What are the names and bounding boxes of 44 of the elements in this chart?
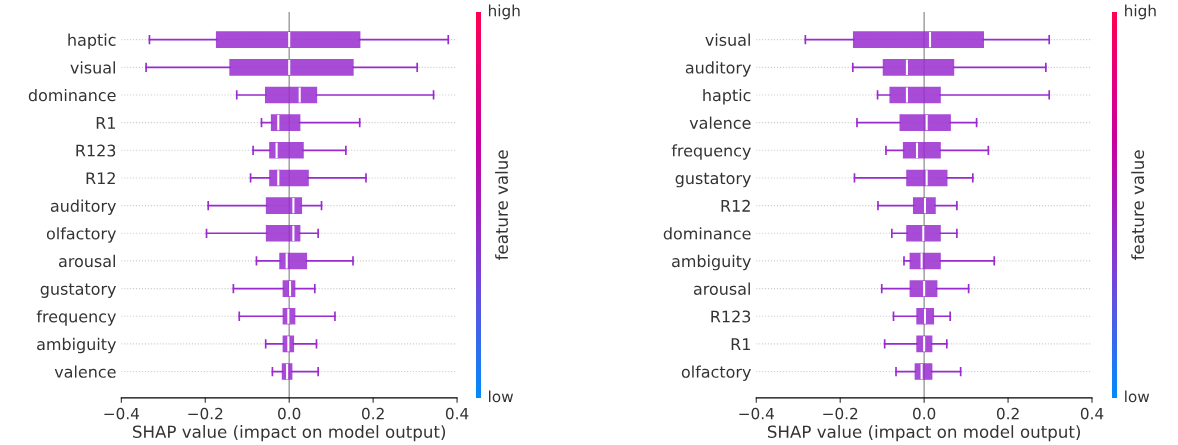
y-tick-label: valence [54,365,116,378]
text: high [488,4,520,20]
y-tick-label: R123 [76,144,116,157]
y-tick-label: haptic [68,33,116,50]
y-tick-label: R123 [711,310,751,323]
y-tick-label: ambiguity [37,337,116,354]
x-axis-title: SHAP value (impact on model output) [133,425,446,442]
text: high [1125,4,1156,20]
text: low [489,390,514,403]
color-bar-title: feature value [495,150,508,261]
x-tick-label: −0.4 [739,407,774,420]
y-tick-label: frequency [671,144,751,160]
x-axis-title: SHAP value (impact on model output) [767,425,1080,442]
y-tick-label: R12 [721,199,750,212]
x-tick-label: 0.4 [1080,407,1104,420]
y-tick-label: R1 [731,338,750,350]
y-tick-label: R12 [86,172,115,185]
y-tick-label: gustatory [40,283,116,298]
y-tick-label: olfactory [681,365,751,381]
x-tick-label: 0.2 [996,407,1019,420]
y-tick-label: arousal [59,254,115,268]
y-tick-label: haptic [703,88,751,105]
y-tick-label: valence [689,116,751,129]
y-tick-label: arousal [693,282,750,295]
x-tick-label: −0.4 [104,407,140,420]
x-tick-label: −0.2 [823,407,858,420]
y-tick-label: visual [705,33,750,46]
y-tick-label: olfactory [46,227,116,243]
y-tick-label: ambiguity [672,254,751,271]
y-tick-label: auditory [685,61,751,77]
y-tick-label: frequency [36,310,116,326]
x-tick-label: 0.0 [913,407,936,420]
y-tick-label: auditory [50,199,116,215]
x-tick-label: 0.2 [361,407,384,420]
text: low [1125,390,1150,403]
x-tick-label: −0.2 [188,407,223,420]
x-tick-label: 0.4 [445,407,469,420]
y-tick-label: dominance [663,227,751,240]
y-tick-label: R1 [96,117,115,129]
y-tick-label: gustatory [675,172,751,188]
x-tick-label: 0.0 [278,407,301,420]
y-tick-label: dominance [28,88,116,102]
color-bar-title: feature value [1131,150,1145,261]
y-tick-label: visual [70,61,115,74]
